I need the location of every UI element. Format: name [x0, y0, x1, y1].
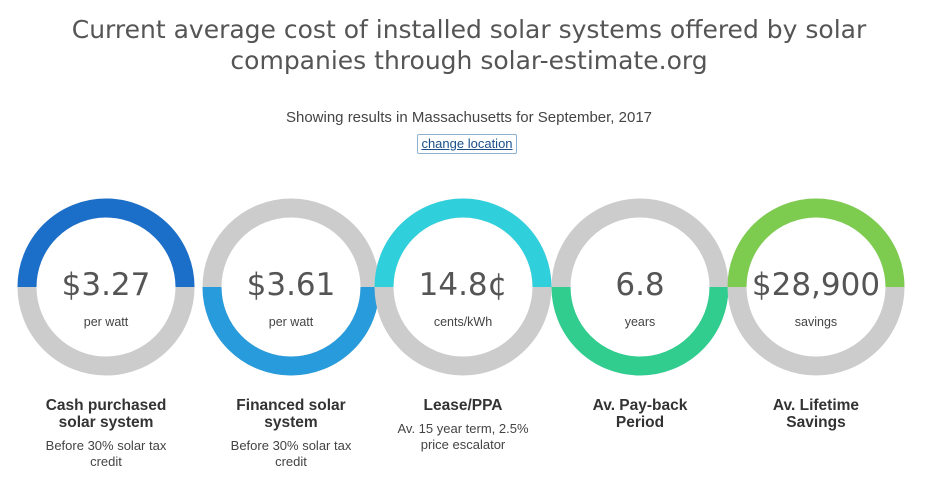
payback-title: Av. Pay-back Period [552, 397, 728, 431]
cash-unit: per watt [84, 315, 129, 329]
page-title: Current average cost of installed solar … [0, 14, 938, 76]
change-location-link[interactable]: change location [417, 134, 517, 154]
lease-title: Lease/PPA [375, 397, 551, 414]
financed-subtext: Before 30% solar tax credit [203, 438, 379, 470]
financed-subtext-line-2: credit [275, 454, 307, 469]
lease-subtext-line-2: price escalator [420, 437, 506, 452]
payback-value: 6.8 [615, 267, 664, 303]
lifetime-title-line-1: Av. Lifetime [772, 397, 860, 414]
results-subtitle: Showing results in Massachusetts for Sep… [285, 109, 653, 126]
lease-unit: cents/kWh [434, 315, 492, 329]
ring-financed [202, 198, 380, 376]
ring-cash [17, 198, 195, 376]
lease-value: 14.8¢ [419, 267, 508, 303]
financed-unit: per watt [269, 315, 314, 329]
cash-subtext-line-1: Before 30% solar tax [45, 438, 167, 453]
lifetime-title-line-2: Savings [786, 414, 846, 431]
ring-lease [374, 198, 552, 376]
payback-unit: years [625, 315, 656, 329]
financed-title: Financed solar system [203, 397, 379, 431]
lifetime-value: $28,900 [752, 267, 880, 303]
ring-financed-arc [202, 286, 380, 376]
ring-lease-arc [374, 198, 552, 288]
payback-title-line-1: Av. Pay-back [592, 397, 688, 414]
cash-title-line-1: Cash purchased [45, 397, 167, 414]
cash-subtext: Before 30% solar tax credit [18, 438, 194, 470]
lease-title-line-1: Lease/PPA [423, 397, 503, 414]
ring-payback-arc [551, 286, 729, 376]
cash-value: $3.27 [62, 267, 151, 303]
lifetime-unit: savings [795, 315, 837, 329]
financed-value: $3.61 [247, 267, 336, 303]
lifetime-title: Av. Lifetime Savings [728, 397, 904, 431]
ring-payback [551, 198, 729, 376]
ring-lifetime-arc [727, 198, 905, 288]
page-title-line-2: companies through solar-estimate.org [230, 46, 708, 75]
cash-title-line-2: solar system [58, 414, 154, 431]
financed-subtext-line-1: Before 30% solar tax [230, 438, 352, 453]
ring-lifetime [727, 198, 905, 376]
ring-cash-arc [17, 198, 195, 288]
financed-title-line-1: Financed solar [236, 397, 346, 414]
lease-subtext: Av. 15 year term, 2.5% price escalator [375, 421, 551, 453]
page-title-line-1: Current average cost of installed solar … [71, 15, 867, 44]
cash-title: Cash purchased solar system [18, 397, 194, 431]
cash-subtext-line-2: credit [90, 454, 122, 469]
payback-title-line-2: Period [615, 414, 665, 431]
financed-title-line-2: system [264, 414, 318, 431]
lease-subtext-line-1: Av. 15 year term, 2.5% [397, 421, 529, 436]
